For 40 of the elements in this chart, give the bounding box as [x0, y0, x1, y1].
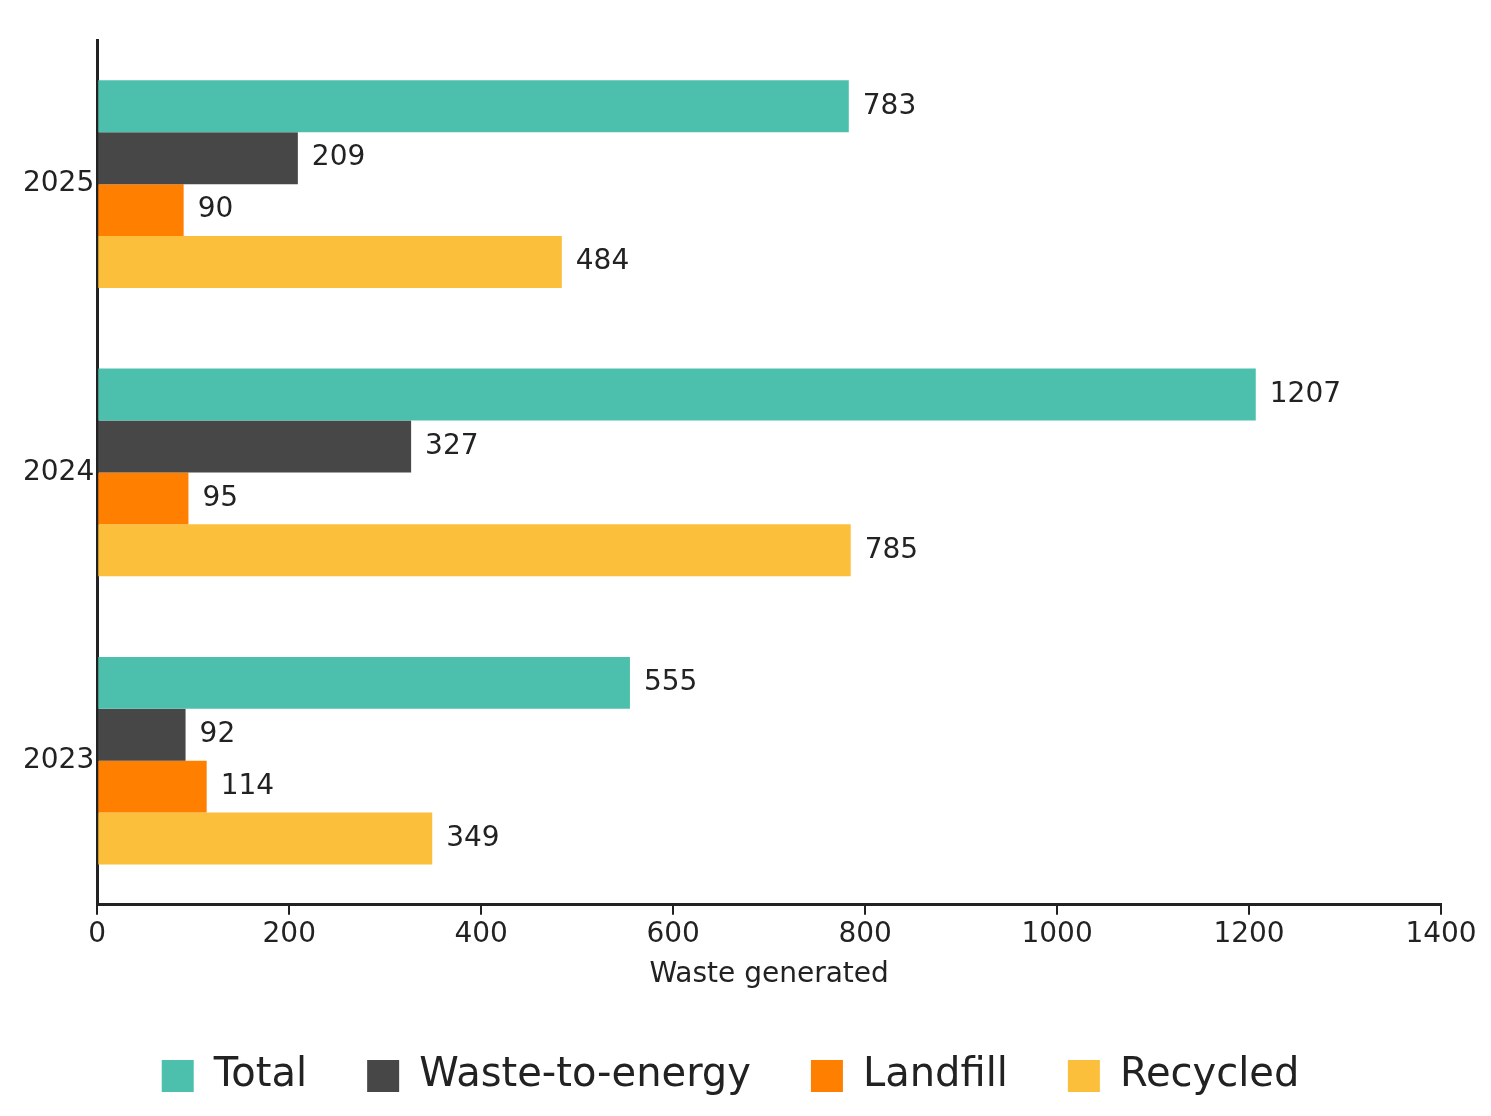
x-tick-label: 0: [88, 915, 107, 949]
data-label: 349: [446, 819, 500, 853]
x-axis-title: Waste generated: [649, 956, 889, 990]
bar: [98, 708, 186, 761]
bar: [98, 80, 849, 133]
bar: [98, 184, 184, 237]
bar: [98, 472, 189, 525]
data-label: 785: [864, 531, 919, 565]
data-label: 209: [311, 139, 366, 173]
x-tick-label: 1200: [1213, 915, 1285, 949]
x-tick-label: 1400: [1405, 915, 1477, 949]
data-label: 1207: [1269, 375, 1342, 409]
bar: [98, 420, 412, 473]
legend-label: Waste-to-energy: [419, 1049, 751, 1096]
bar: [98, 656, 630, 709]
bar: [98, 236, 562, 288]
data-label: 783: [862, 87, 917, 121]
data-label: 95: [202, 479, 239, 513]
data-label: 484: [575, 243, 630, 277]
bar: [98, 812, 433, 865]
y-tick-label: 2023: [22, 741, 95, 775]
data-label: 555: [643, 664, 698, 698]
bar: [98, 524, 851, 577]
legend-label: Recycled: [1119, 1049, 1300, 1096]
legend-label: Total: [212, 1049, 308, 1096]
data-label: 114: [220, 767, 275, 801]
x-tick-label: 400: [454, 915, 508, 949]
bar: [98, 132, 298, 185]
bar: [98, 760, 207, 813]
x-tick-label: 600: [646, 915, 700, 949]
x-tick-label: 200: [262, 915, 316, 949]
data-label: 327: [425, 427, 479, 461]
legend-label: Landfill: [862, 1049, 1008, 1096]
x-tick-label: 800: [838, 915, 892, 949]
data-label: 92: [199, 716, 236, 749]
y-tick-label: 2024: [22, 453, 95, 487]
data-label: 90: [197, 191, 234, 225]
bar: [98, 368, 1256, 421]
x-tick-label: 1000: [1021, 915, 1093, 949]
y-tick-label: 2025: [22, 165, 95, 199]
